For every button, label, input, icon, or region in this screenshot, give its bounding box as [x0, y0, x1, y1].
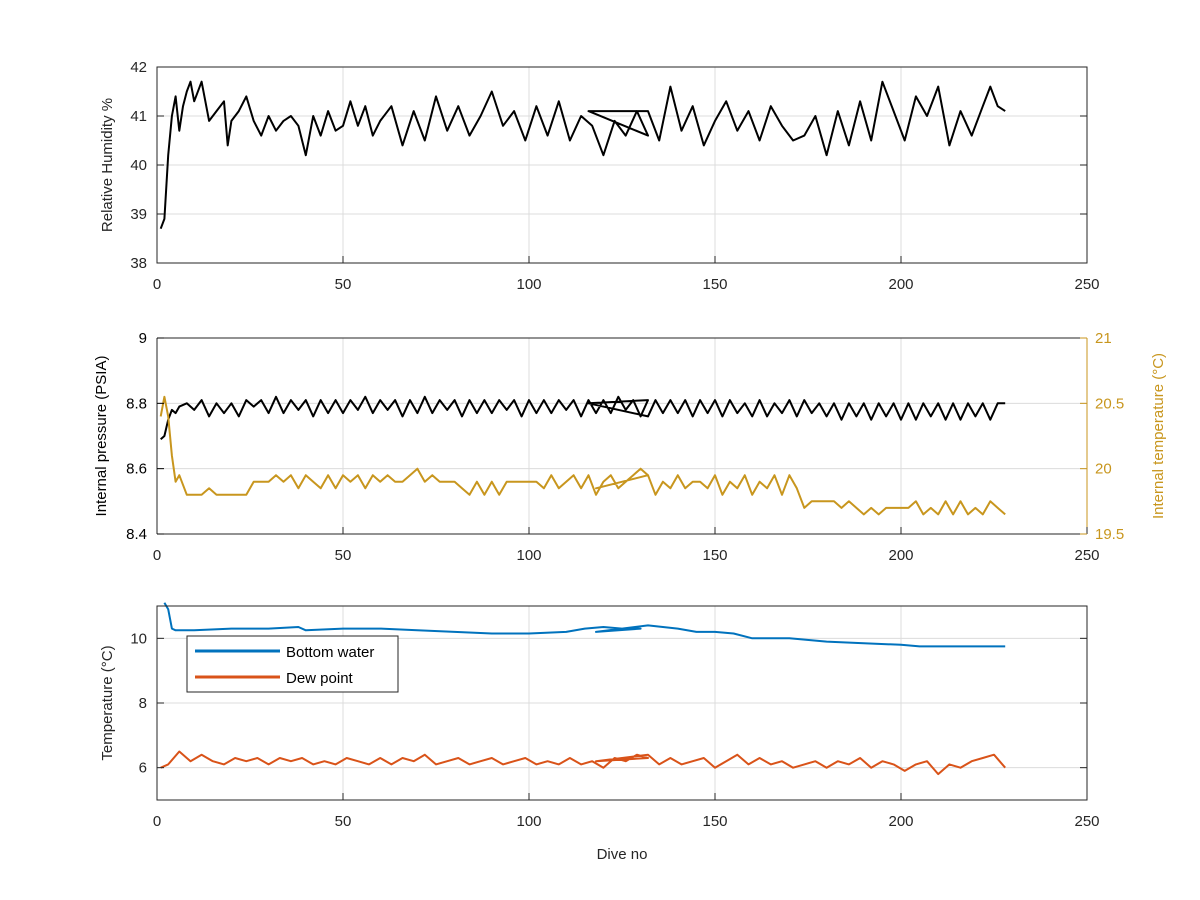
legend: Bottom water Dew point: [186, 635, 399, 693]
y-tick-label: 39: [130, 206, 147, 223]
x-tick-label: 0: [153, 276, 161, 293]
y-tick-label: 8.6: [126, 461, 147, 478]
y-right-tick-label: 21: [1095, 330, 1112, 347]
ticks-rh: 0 50 100 150 200 250 38 39 40 41 42: [130, 59, 1099, 293]
y-right-tick-label: 20.5: [1095, 395, 1124, 412]
panel-relative-humidity: 0 50 100 150 200 250 38 39 40 41 42 Relative Humid…: [99, 59, 1100, 293]
y-axis-label-temperature: Temperature (°C): [99, 645, 116, 760]
y-right-tick-label: 20: [1095, 461, 1112, 478]
x-tick-label: 150: [702, 547, 727, 564]
y-tick-label: 41: [130, 108, 147, 125]
panel-temperature: 0 50 100 150 200 250 6 8 10 Temperature (°C) Div…: [99, 602, 1100, 863]
x-tick-label: 0: [153, 547, 161, 564]
x-tick-label: 100: [516, 813, 541, 830]
x-tick-label: 200: [888, 813, 913, 830]
series-line-pressure-0: [160, 395, 1006, 441]
y-axis-right-label-temperature: Internal temperature (°C): [1150, 353, 1167, 519]
x-tick-label: 200: [888, 547, 913, 564]
x-tick-label: 100: [516, 276, 541, 293]
series-line-dew-point: [160, 750, 1006, 776]
legend-label-dew-point: Dew point: [286, 670, 354, 687]
y-tick-label: 8.8: [126, 395, 147, 412]
y-tick-label: 42: [130, 59, 147, 76]
y-tick-label: 8: [139, 695, 147, 712]
x-tick-label: 50: [335, 276, 352, 293]
series-line-bottom-water: [163, 602, 1006, 648]
series-line-rh-0: [159, 80, 1006, 230]
plot-area-pressure: [157, 338, 1087, 534]
y-tick-label: 10: [130, 630, 147, 647]
series-line-pressure-1: [159, 395, 1006, 516]
x-tick-label: 250: [1074, 547, 1099, 564]
y-axis-label-rh: Relative Humidity %: [99, 98, 116, 232]
y-tick-label: 9: [139, 330, 147, 347]
x-tick-label: 100: [516, 547, 541, 564]
y-tick-label: 8.4: [126, 526, 147, 543]
legend-label-bottom-water: Bottom water: [286, 644, 374, 661]
x-tick-label: 0: [153, 813, 161, 830]
x-tick-label: 250: [1074, 276, 1099, 293]
panel-internal-pressure: 0 50 100 150 200 250 8.4 8.6 8.8 9 19.5 20 20.5 21 In…: [93, 330, 1167, 564]
x-tick-label: 250: [1074, 813, 1099, 830]
series-group-pressure: [159, 395, 1006, 516]
legend-box: [186, 635, 399, 693]
y-right-tick-label: 19.5: [1095, 526, 1124, 543]
x-tick-label: 50: [335, 547, 352, 564]
series-group-rh: [159, 80, 1006, 230]
y-tick-label: 6: [139, 760, 147, 777]
x-tick-label: 150: [702, 276, 727, 293]
series-group-temperature: [160, 602, 1006, 776]
ticks-pressure: 0 50 100 150 200 250 8.4 8.6 8.8 9 19.5 20 20.5 21: [126, 330, 1124, 564]
x-tick-label: 150: [702, 813, 727, 830]
x-tick-label: 50: [335, 813, 352, 830]
y-tick-label: 40: [130, 157, 147, 174]
y-axis-label-pressure: Internal pressure (PSIA): [93, 356, 110, 517]
grid-rh: [157, 67, 1087, 263]
x-axis-label: Dive no: [597, 846, 648, 863]
x-tick-label: 200: [888, 276, 913, 293]
y-tick-label: 38: [130, 255, 147, 272]
ticks-temperature: 0 50 100 150 200 250 6 8 10: [130, 630, 1099, 830]
